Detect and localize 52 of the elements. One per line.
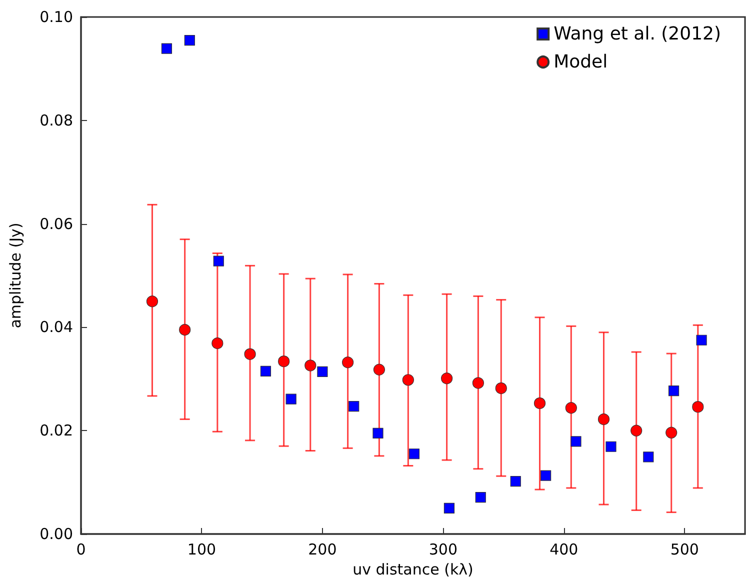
point: [472, 377, 484, 389]
point: [373, 364, 385, 376]
point: [475, 492, 486, 503]
point: [441, 372, 453, 384]
point: [342, 356, 354, 368]
point: [278, 356, 290, 368]
point: [444, 502, 455, 514]
x-axis-title: uv distance (kλ): [352, 560, 474, 578]
x-tick-label: 100: [187, 540, 216, 558]
point: [666, 426, 678, 438]
point: [606, 441, 616, 452]
point: [630, 424, 642, 436]
point: [540, 470, 552, 481]
point: [534, 397, 546, 409]
y-tick-label: 0.00: [40, 525, 73, 543]
point: [696, 334, 707, 346]
point: [286, 394, 296, 404]
point: [244, 348, 256, 360]
point: [510, 476, 521, 487]
point: [146, 296, 158, 308]
x-tick-label: 0: [76, 540, 86, 558]
point: [304, 360, 316, 372]
legend-label: Wang et al. (2012): [554, 24, 722, 44]
point: [495, 382, 507, 394]
y-tick-label: 0.06: [40, 214, 73, 233]
y-axis-title: amplitude (Jy): [6, 222, 24, 328]
point: [402, 374, 414, 386]
y-tick-label: 0.10: [40, 8, 73, 26]
point: [570, 436, 582, 447]
x-tick-label: 300: [428, 540, 458, 558]
x-tick-label: 400: [550, 540, 578, 558]
legend-label: Model: [554, 52, 608, 72]
point: [643, 452, 654, 462]
point: [692, 401, 704, 413]
point: [668, 385, 680, 396]
point: [179, 324, 191, 336]
x-tick-label: 200: [308, 540, 337, 558]
y-tick-label: 0.02: [40, 422, 73, 440]
point: [184, 34, 195, 46]
y-tick-label: 0.08: [40, 111, 73, 130]
y-tick-label: 0.04: [40, 318, 73, 336]
point: [565, 402, 577, 414]
point: [260, 366, 272, 376]
point: [408, 448, 420, 460]
point: [161, 43, 172, 54]
point: [212, 337, 224, 350]
point: [372, 428, 384, 438]
point: [317, 366, 328, 377]
x-tick-label: 500: [670, 540, 699, 558]
point: [598, 413, 610, 426]
point: [348, 401, 360, 412]
point: [213, 256, 224, 266]
